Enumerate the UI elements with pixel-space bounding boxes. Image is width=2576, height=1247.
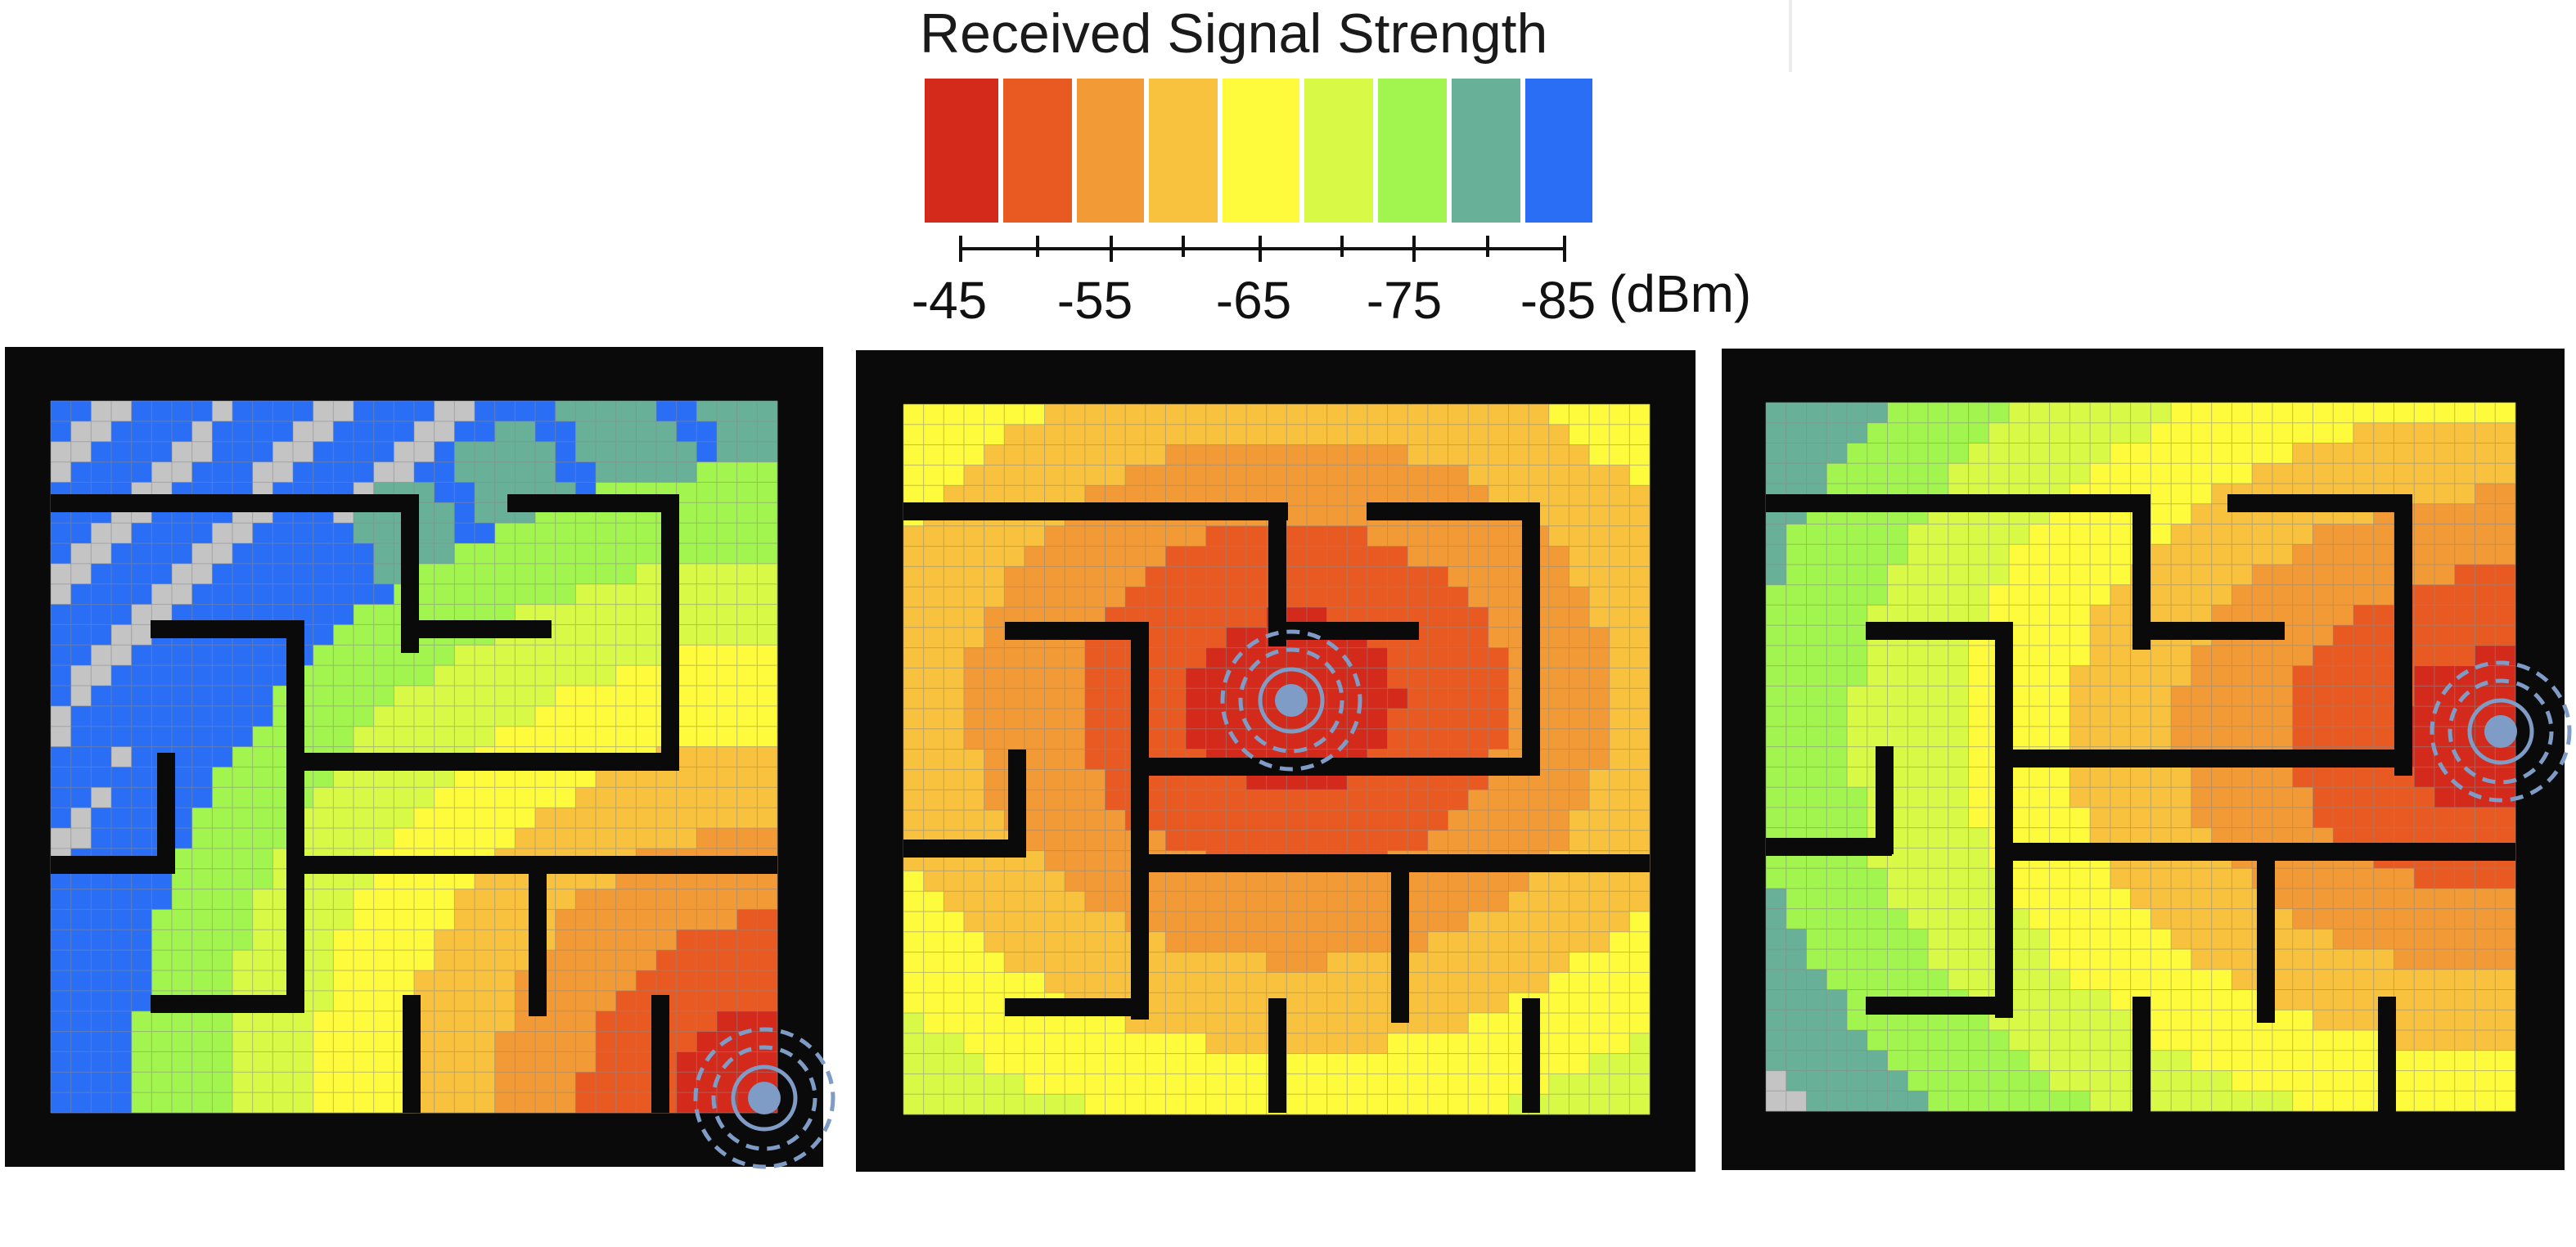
legend-title: Received Signal Strength bbox=[920, 2, 1548, 65]
wall bbox=[51, 494, 403, 512]
wall bbox=[1131, 854, 1650, 872]
wall bbox=[2378, 997, 2396, 1113]
tick-label-1: -45 bbox=[911, 271, 988, 330]
wall bbox=[903, 502, 1288, 520]
wall bbox=[1131, 622, 1149, 1020]
transmitter-icon bbox=[2430, 660, 2572, 803]
wall bbox=[2132, 997, 2150, 1113]
transmitter-icon bbox=[1220, 629, 1362, 772]
colorbar-swatch-6 bbox=[1304, 79, 1373, 223]
wall bbox=[157, 753, 175, 874]
wall bbox=[151, 620, 304, 638]
wall bbox=[1876, 746, 1894, 854]
wall bbox=[1866, 997, 2010, 1015]
colorbar-swatch-7 bbox=[1378, 79, 1447, 223]
wall bbox=[2394, 494, 2412, 776]
wall bbox=[1766, 494, 2150, 512]
tick-label-3: -65 bbox=[1215, 271, 1292, 330]
wall bbox=[1766, 838, 1892, 856]
wall bbox=[1005, 998, 1149, 1016]
wall bbox=[1005, 622, 1149, 640]
colorbar-swatch-2 bbox=[1003, 79, 1072, 223]
heatmap-left bbox=[5, 347, 835, 1169]
interior-walls bbox=[51, 494, 777, 1113]
transmitter-icon bbox=[693, 1027, 835, 1169]
wall bbox=[51, 856, 175, 874]
colorbar-swatch-4 bbox=[1149, 79, 1218, 223]
wall bbox=[1131, 758, 1540, 776]
wall bbox=[2257, 854, 2275, 1023]
wall bbox=[661, 494, 679, 771]
wall bbox=[2132, 622, 2285, 640]
wall bbox=[403, 995, 421, 1113]
wall bbox=[529, 856, 547, 1016]
wall bbox=[1268, 502, 1286, 646]
unit-label: (dBm) bbox=[1609, 264, 1752, 323]
colorbar-swatch-8 bbox=[1452, 79, 1520, 223]
signal-cells bbox=[1766, 403, 2516, 1112]
wall bbox=[1391, 854, 1409, 1023]
tick-label-5: -85 bbox=[1520, 271, 1596, 330]
wall bbox=[1268, 998, 1286, 1113]
wall bbox=[1995, 843, 2515, 861]
interior-walls bbox=[903, 502, 1650, 1113]
wall bbox=[1995, 622, 2013, 1018]
tick-label-4: -75 bbox=[1366, 271, 1443, 330]
wall bbox=[2227, 494, 2412, 512]
wall bbox=[151, 995, 304, 1013]
wall bbox=[1522, 502, 1540, 776]
colorbar-swatch-3 bbox=[1077, 79, 1144, 223]
wall bbox=[651, 995, 669, 1113]
wall bbox=[401, 620, 552, 638]
interior-walls bbox=[1766, 494, 2515, 1113]
wall bbox=[1866, 622, 2010, 640]
tick-label-2: -55 bbox=[1056, 271, 1133, 330]
heatmap-center bbox=[856, 350, 1696, 1172]
wall bbox=[1008, 750, 1026, 858]
colorbar-swatch-9 bbox=[1525, 79, 1592, 223]
colorbar-swatch-1 bbox=[925, 79, 998, 223]
heatmap-right bbox=[1722, 349, 2572, 1170]
colorbar-swatch-5 bbox=[1223, 79, 1299, 223]
wall bbox=[1367, 502, 1540, 520]
wall bbox=[507, 494, 679, 512]
wall bbox=[286, 620, 304, 1013]
wall bbox=[286, 753, 678, 771]
wall bbox=[2132, 494, 2150, 650]
wall bbox=[903, 840, 1026, 858]
wall bbox=[1268, 622, 1419, 640]
wall bbox=[1522, 998, 1540, 1113]
divider-line bbox=[1789, 0, 1792, 72]
wall bbox=[1995, 750, 2412, 768]
wall bbox=[401, 494, 419, 653]
